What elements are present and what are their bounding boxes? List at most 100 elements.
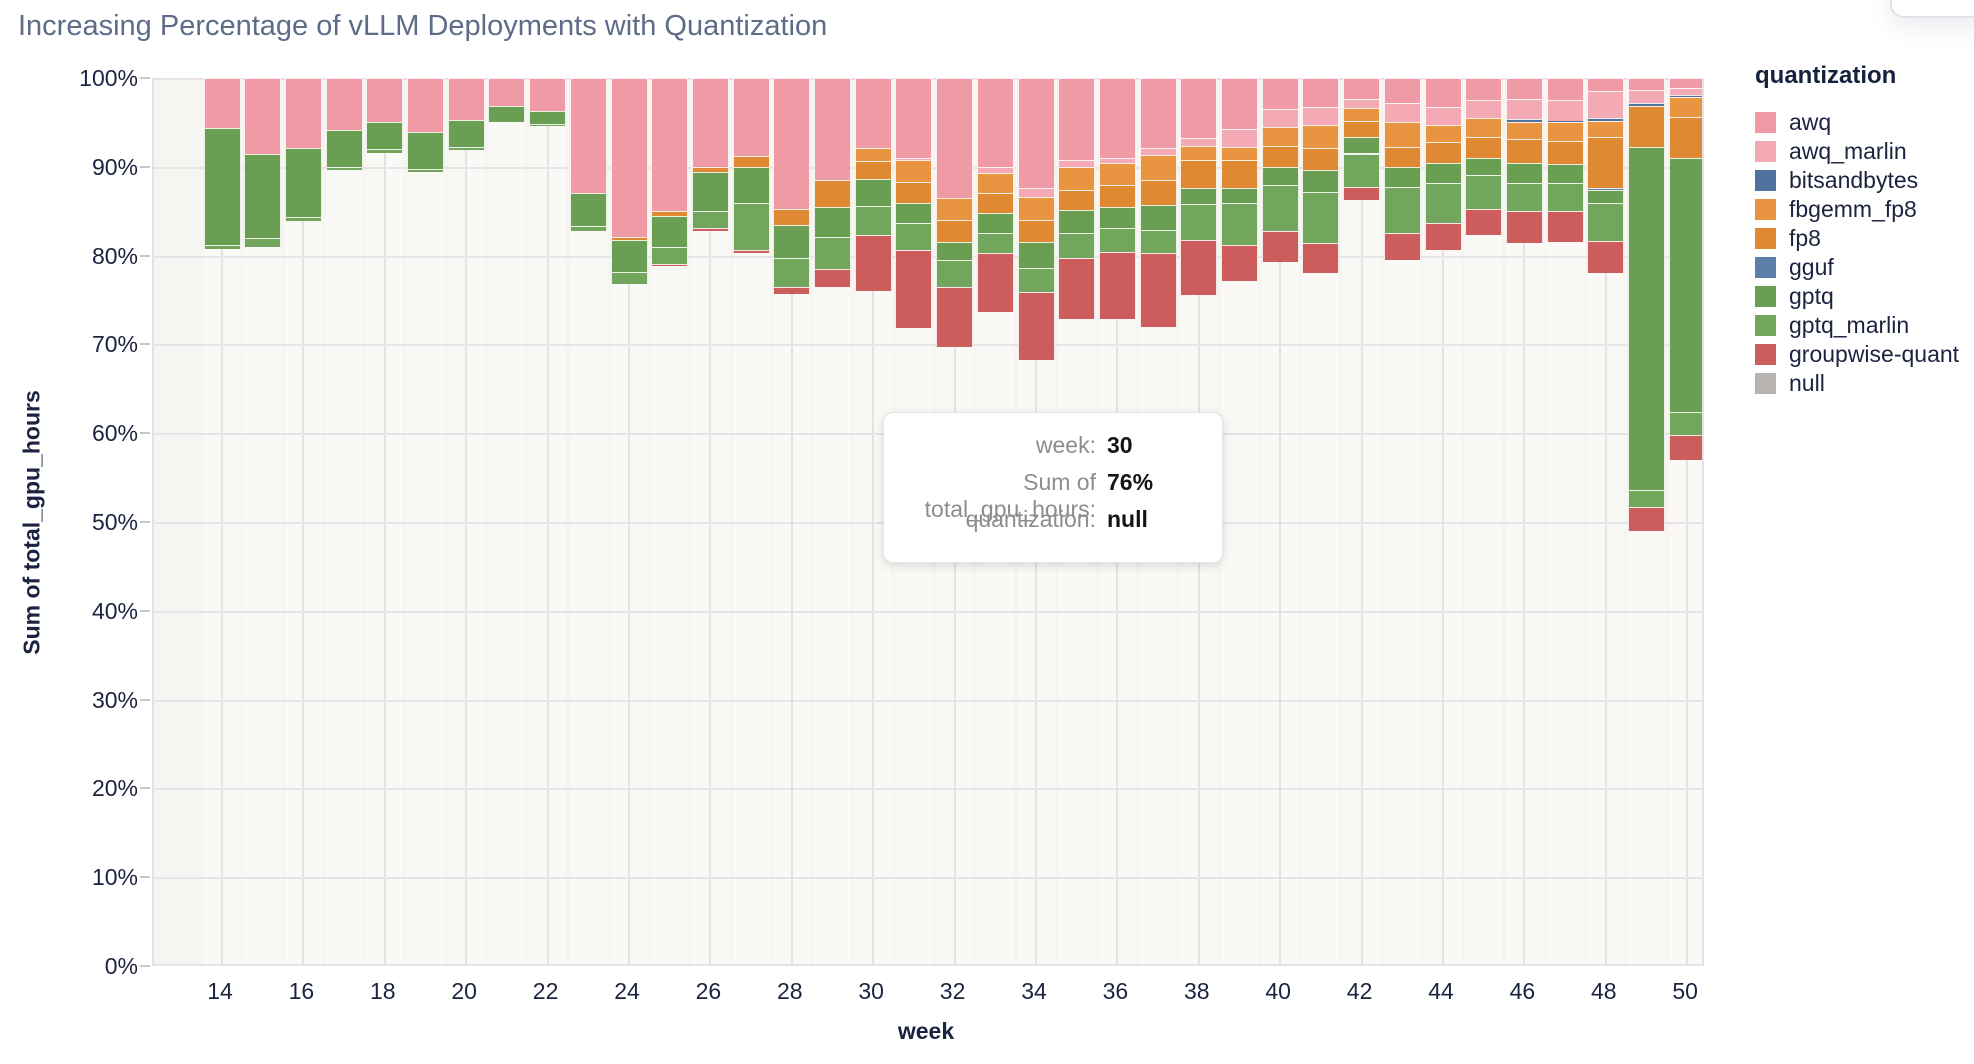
bar-segment-awq[interactable] — [1668, 78, 1702, 88]
bar-segment-fbgemm_fp8[interactable] — [895, 159, 933, 182]
bar-segment-gptq_marlin[interactable] — [976, 233, 1014, 253]
bar-segment-awq[interactable] — [1180, 78, 1218, 139]
bar-segment-gptq_marlin[interactable] — [1546, 182, 1584, 212]
bar-segment-awq[interactable] — [1465, 78, 1503, 101]
bar-segment-fbgemm_fp8[interactable] — [1465, 117, 1503, 137]
bar-segment-fp8[interactable] — [895, 181, 933, 204]
bar-segment-fbgemm_fp8[interactable] — [1546, 122, 1584, 142]
bar-segment-fp8[interactable] — [691, 166, 729, 173]
bar-segment-fbgemm_fp8[interactable] — [1221, 147, 1258, 160]
bar-segment-gptq[interactable] — [366, 121, 404, 150]
bar-segment-awq_marlin[interactable] — [1383, 102, 1421, 122]
bar-segment-awq[interactable] — [814, 78, 851, 181]
bar-segment-groupwise-quant[interactable] — [1180, 239, 1218, 295]
bar-segment-gptq[interactable] — [895, 203, 933, 223]
bar-segment-groupwise-quant[interactable] — [1017, 292, 1055, 361]
legend-item-awq[interactable]: awq — [1755, 108, 1959, 137]
bar-segment-awq[interactable] — [284, 78, 322, 149]
bar-segment-awq_marlin[interactable] — [1505, 99, 1543, 119]
bar-segment-fbgemm_fp8[interactable] — [936, 197, 974, 221]
bar-segment-awq[interactable] — [1587, 78, 1625, 92]
bar-segment-awq[interactable] — [366, 78, 404, 122]
bar-segment-fbgemm_fp8[interactable] — [854, 148, 892, 162]
bar-segment-fp8[interactable] — [814, 180, 851, 207]
legend-item-gguf[interactable]: gguf — [1755, 253, 1959, 282]
bar-segment-awq_marlin[interactable] — [1058, 159, 1096, 167]
bar-segment-gptq_marlin[interactable] — [1302, 191, 1340, 244]
bar-segment-gptq[interactable] — [1424, 163, 1462, 183]
bar-segment-gptq_marlin[interactable] — [691, 211, 729, 229]
bar-segment-gptq[interactable] — [488, 106, 526, 121]
bar-segment-gptq[interactable] — [1546, 164, 1584, 183]
bar-segment-fp8[interactable] — [1628, 105, 1665, 148]
bar-segment-fbgemm_fp8[interactable] — [1668, 96, 1702, 118]
bar-segment-fp8[interactable] — [1465, 136, 1503, 158]
bar-segment-awq[interactable] — [651, 78, 689, 212]
bar-segment-fbgemm_fp8[interactable] — [1505, 121, 1543, 140]
bar-segment-gptq[interactable] — [529, 110, 567, 125]
bar-segment-awq[interactable] — [1058, 78, 1096, 160]
bar-segment-fp8[interactable] — [936, 220, 974, 243]
bar-segment-awq[interactable] — [854, 78, 892, 149]
bar-segment-gptq[interactable] — [1139, 205, 1177, 230]
bar-segment-gptq_marlin[interactable] — [1424, 182, 1462, 223]
bar-segment-groupwise-quant[interactable] — [1302, 243, 1340, 274]
bar-segment-awq_marlin[interactable] — [1424, 107, 1462, 126]
bar-segment-awq[interactable] — [529, 78, 567, 111]
bar-segment-gptq_marlin[interactable] — [1017, 268, 1055, 293]
bar-segment-gptq[interactable] — [936, 242, 974, 261]
bar-segment-fp8[interactable] — [1546, 141, 1584, 165]
bar-segment-gptq[interactable] — [610, 239, 648, 272]
bar-segment-gptq[interactable] — [1383, 166, 1421, 188]
bar-segment-awq_marlin[interactable] — [1139, 148, 1177, 156]
bar-segment-awq[interactable] — [569, 78, 607, 193]
bar-segment-awq[interactable] — [691, 78, 729, 167]
legend-item-awq_marlin[interactable]: awq_marlin — [1755, 137, 1959, 166]
bar-segment-fbgemm_fp8[interactable] — [976, 173, 1014, 194]
bar-segment-awq[interactable] — [1302, 78, 1340, 108]
bar-segment-awq[interactable] — [773, 78, 811, 210]
bar-segment-gptq_marlin[interactable] — [244, 237, 282, 247]
bar-segment-groupwise-quant[interactable] — [1221, 244, 1258, 282]
bar-segment-groupwise-quant[interactable] — [1465, 208, 1503, 236]
bar-segment-gptq_marlin[interactable] — [407, 168, 444, 173]
bar-segment-fbgemm_fp8[interactable] — [1139, 155, 1177, 181]
bar-segment-gptq[interactable] — [1587, 189, 1625, 204]
bar-segment-groupwise-quant[interactable] — [691, 228, 729, 231]
bar-segment-fp8[interactable] — [1424, 141, 1462, 164]
bar-segment-gptq[interactable] — [976, 212, 1014, 234]
bar-segment-gptq_marlin[interactable] — [1098, 228, 1136, 253]
bar-segment-fp8[interactable] — [1221, 159, 1258, 189]
bar-segment-gptq_marlin[interactable] — [529, 123, 567, 126]
bar-segment-awq[interactable] — [1098, 78, 1136, 158]
bar-segment-groupwise-quant[interactable] — [1098, 252, 1136, 319]
bar-segment-gptq[interactable] — [203, 127, 241, 245]
bar-segment-bitsandbytes[interactable] — [1668, 94, 1702, 97]
bar-segment-groupwise-quant[interactable] — [651, 263, 689, 267]
bar-segment-awq_marlin[interactable] — [976, 166, 1014, 174]
bar-segment-fp8[interactable] — [1098, 185, 1136, 207]
bar-segment-gptq_marlin[interactable] — [447, 147, 485, 150]
bar-segment-gptq_marlin[interactable] — [732, 203, 770, 251]
bar-segment-awq_marlin[interactable] — [1628, 90, 1665, 103]
bar-segment-gptq[interactable] — [447, 119, 485, 148]
bar-segment-fbgemm_fp8[interactable] — [1424, 125, 1462, 142]
bar-segment-awq[interactable] — [244, 78, 282, 155]
bar-segment-gptq[interactable] — [1302, 170, 1340, 192]
bar-segment-gptq_marlin[interactable] — [1587, 203, 1625, 242]
bar-segment-gptq_marlin[interactable] — [1465, 174, 1503, 209]
bar-segment-fp8[interactable] — [1017, 220, 1055, 243]
bar-segment-bitsandbytes[interactable] — [1505, 118, 1543, 122]
bar-segment-gptq_marlin[interactable] — [1180, 204, 1218, 240]
bar-segment-gptq[interactable] — [651, 215, 689, 247]
bar-segment-groupwise-quant[interactable] — [1383, 233, 1421, 261]
legend-item-groupwise-quant[interactable]: groupwise-quant — [1755, 340, 1959, 369]
bar-segment-groupwise-quant[interactable] — [895, 250, 933, 329]
bar-segment-fbgemm_fp8[interactable] — [1017, 197, 1055, 221]
bar-segment-fp8[interactable] — [1261, 146, 1299, 167]
bar-segment-groupwise-quant[interactable] — [732, 250, 770, 253]
bar-segment-fbgemm_fp8[interactable] — [1058, 166, 1096, 190]
bar-segment-gptq[interactable] — [284, 148, 322, 218]
bar-segment-fp8[interactable] — [610, 236, 648, 240]
bar-segment-gptq[interactable] — [691, 172, 729, 212]
